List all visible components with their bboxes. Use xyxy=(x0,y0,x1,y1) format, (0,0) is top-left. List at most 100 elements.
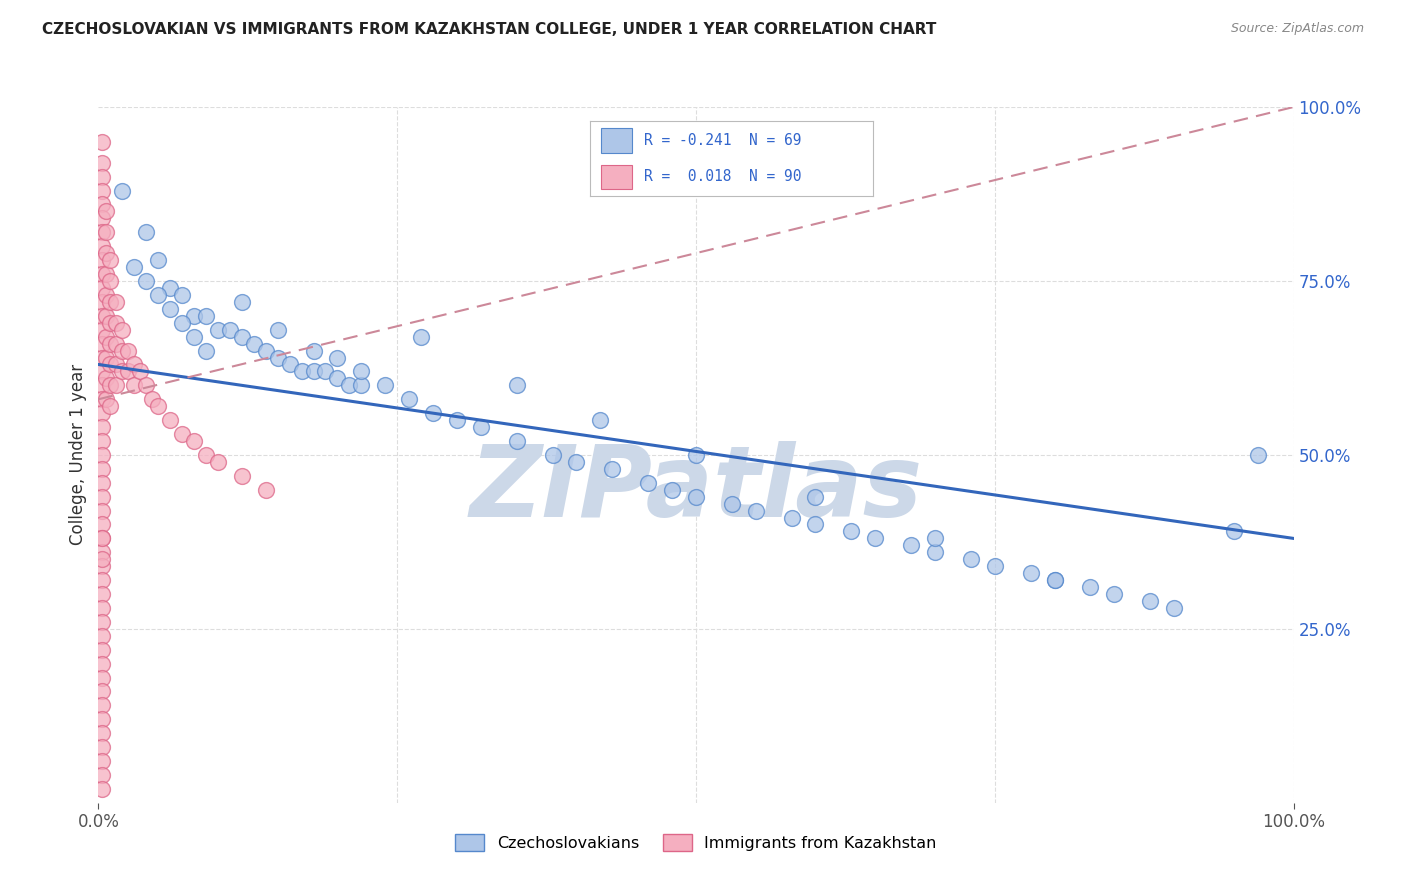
Point xyxy=(804,490,827,504)
Point xyxy=(91,573,114,587)
Point xyxy=(91,336,114,351)
Point xyxy=(841,524,863,539)
Point xyxy=(91,155,114,169)
Point xyxy=(105,378,128,392)
Text: CZECHOSLOVAKIAN VS IMMIGRANTS FROM KAZAKHSTAN COLLEGE, UNDER 1 YEAR CORRELATION : CZECHOSLOVAKIAN VS IMMIGRANTS FROM KAZAK… xyxy=(42,22,936,37)
Point xyxy=(637,475,659,490)
Point xyxy=(94,392,117,407)
Point xyxy=(315,364,337,378)
Point xyxy=(183,309,205,323)
Point xyxy=(1163,601,1185,615)
Point xyxy=(91,712,114,726)
Point xyxy=(94,329,117,343)
Point xyxy=(91,615,114,629)
Point xyxy=(141,392,163,407)
Point xyxy=(900,538,922,552)
Point xyxy=(94,351,117,365)
Point xyxy=(91,545,114,559)
Point xyxy=(219,323,242,337)
Point xyxy=(91,552,114,566)
Point xyxy=(350,378,373,392)
Point xyxy=(267,351,290,365)
Point xyxy=(105,316,128,330)
Point xyxy=(602,462,624,476)
Point xyxy=(1080,580,1102,594)
Point xyxy=(94,246,117,260)
Point xyxy=(172,427,194,442)
Point xyxy=(745,503,768,517)
Point xyxy=(984,559,1007,574)
Point xyxy=(267,323,290,337)
Point xyxy=(124,378,146,392)
Point xyxy=(207,323,229,337)
Point xyxy=(94,288,117,302)
Point xyxy=(207,455,229,469)
Point xyxy=(326,351,349,365)
Point xyxy=(195,448,218,462)
Point xyxy=(91,364,114,378)
Point xyxy=(91,684,114,698)
Point xyxy=(541,448,564,462)
Point xyxy=(1104,587,1126,601)
Point xyxy=(183,434,205,448)
Point xyxy=(117,364,139,378)
Point xyxy=(91,420,114,434)
Point xyxy=(1247,448,1270,462)
Point xyxy=(91,267,114,281)
Point xyxy=(422,406,444,420)
Point xyxy=(91,671,114,685)
Point xyxy=(589,413,612,427)
Text: Source: ZipAtlas.com: Source: ZipAtlas.com xyxy=(1230,22,1364,36)
Point xyxy=(685,448,707,462)
Point xyxy=(91,754,114,768)
Point xyxy=(91,642,114,657)
Point xyxy=(91,239,114,253)
Point xyxy=(98,274,122,288)
Point xyxy=(148,399,170,413)
Point xyxy=(91,629,114,643)
Point xyxy=(91,135,114,149)
Point xyxy=(1139,594,1161,608)
Point xyxy=(98,378,122,392)
Point xyxy=(411,329,433,343)
Text: R = -0.241  N = 69: R = -0.241 N = 69 xyxy=(644,133,801,148)
Point xyxy=(685,490,707,504)
Point xyxy=(94,309,117,323)
Point xyxy=(91,726,114,740)
Point xyxy=(91,698,114,713)
Point xyxy=(924,532,946,546)
Point xyxy=(172,316,194,330)
Legend: Czechoslovakians, Immigrants from Kazakhstan: Czechoslovakians, Immigrants from Kazakh… xyxy=(449,828,943,857)
Point xyxy=(278,358,301,372)
Point xyxy=(91,657,114,671)
Point xyxy=(1043,573,1066,587)
Point xyxy=(111,323,134,337)
Point xyxy=(129,364,152,378)
Point xyxy=(91,601,114,615)
Point xyxy=(254,483,277,497)
Text: R =  0.018  N = 90: R = 0.018 N = 90 xyxy=(644,169,801,184)
Point xyxy=(94,225,117,239)
FancyBboxPatch shape xyxy=(602,128,633,153)
Point xyxy=(91,517,114,532)
Point xyxy=(94,204,117,219)
Point xyxy=(91,392,114,407)
Point xyxy=(159,281,181,295)
Point xyxy=(91,532,114,546)
Y-axis label: College, Under 1 year: College, Under 1 year xyxy=(69,364,87,546)
Point xyxy=(91,309,114,323)
Point xyxy=(98,316,122,330)
Point xyxy=(91,184,114,198)
Point xyxy=(91,197,114,211)
Text: ZIPatlas: ZIPatlas xyxy=(470,442,922,538)
Point xyxy=(94,371,117,385)
Point xyxy=(470,420,492,434)
Point xyxy=(91,532,114,546)
Point xyxy=(339,378,361,392)
Point xyxy=(91,768,114,782)
Point xyxy=(94,267,117,281)
Point xyxy=(98,294,122,309)
Point xyxy=(91,740,114,755)
Point xyxy=(91,294,114,309)
Point xyxy=(302,343,325,358)
